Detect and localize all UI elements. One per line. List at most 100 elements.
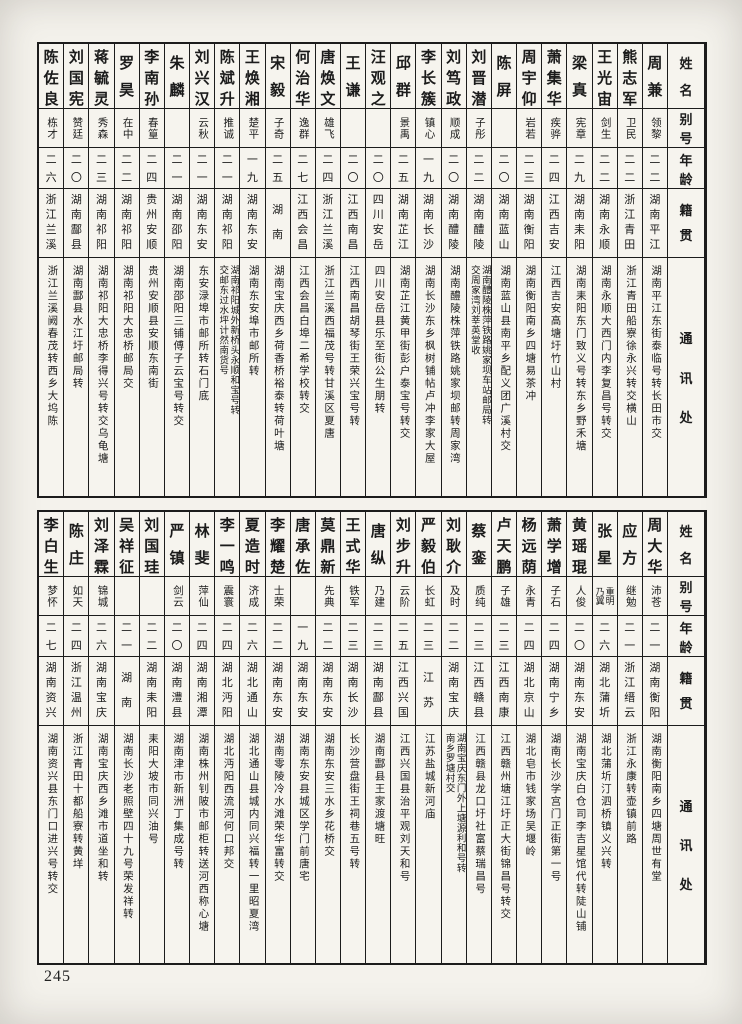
alias-cell: 秀森 bbox=[89, 109, 114, 148]
age-cell: 二一 bbox=[642, 616, 667, 657]
name-cell: 张星 bbox=[592, 512, 617, 577]
native-cell: 湖南醴陵 bbox=[441, 189, 466, 258]
person-column: 唐承佐 一九 湖南东安 湖南东安县城区学门前唐宅 bbox=[290, 512, 316, 963]
name-cell: 朱麟 bbox=[164, 44, 190, 109]
alias-cell bbox=[340, 109, 366, 148]
name-cell: 汪观之 bbox=[366, 44, 391, 109]
header-alias: 别号 bbox=[668, 109, 704, 148]
age-cell: 二七 bbox=[290, 148, 315, 189]
person-column: 应方 继勉 二一 浙江缙云 浙江永康转壶镇前路 bbox=[617, 512, 643, 963]
address-cell: 湖南平江东街泰临号转长田市交 bbox=[650, 265, 662, 440]
alias-cell: 震寰 bbox=[215, 577, 240, 616]
alias-cell: 楚平 bbox=[240, 109, 265, 148]
person-column: 陈斌升 推诚 二一 湖南祁阳 湖南祁阳城外新桥头永顺和宝号转 交邮东过水坪计然南… bbox=[215, 44, 241, 496]
address-cell: 湖北沔阳西流河何口邦交 bbox=[222, 733, 234, 871]
alias-cell: 岩若 bbox=[517, 109, 542, 148]
native-cell: 湖南祁阳 bbox=[114, 189, 139, 258]
name-cell: 黄瑶琨 bbox=[567, 512, 592, 577]
age-cell: 二六 bbox=[592, 616, 617, 657]
name-cell: 李南孙 bbox=[139, 44, 164, 109]
alias-cell: 雄飞 bbox=[315, 109, 340, 148]
address-cell: 湖南祁阳城外新桥头永顺和宝号转 交邮东过水坪计然南货号 bbox=[217, 265, 239, 415]
native-cell: 湖南宁乡 bbox=[542, 657, 567, 726]
alias-cell: 锦城 bbox=[89, 577, 114, 616]
alias-cell: 士荣 bbox=[265, 577, 290, 616]
age-cell: 二〇 bbox=[491, 148, 517, 189]
alias-cell: 永青 bbox=[517, 577, 542, 616]
name-cell: 刘国宪 bbox=[64, 44, 89, 109]
person-column: 刘国珪 二二 湖南耒阳 耒阳大坡市同兴油号 bbox=[139, 512, 165, 963]
alias-cell: 云秋 bbox=[190, 109, 215, 148]
native-cell: 湖南东安 bbox=[265, 657, 290, 726]
person-column: 吴祥征 二一 湖南 湖南长沙老照壁四十九号荣发祥转 bbox=[114, 512, 140, 963]
address-cell: 湖南永顺大西门内李复昌号转交 bbox=[599, 265, 611, 440]
age-cell: 二三 bbox=[340, 616, 366, 657]
alias-cell: 逸群 bbox=[290, 109, 315, 148]
address-cell: 耒阳大坡市同兴油号 bbox=[147, 733, 159, 846]
age-cell: 二二 bbox=[114, 148, 139, 189]
alias-cell: 剑生 bbox=[592, 109, 617, 148]
person-column: 刘步升 云阶 二五 江西兴国 江西兴国县治平观刘天和号 bbox=[391, 512, 417, 963]
address-cell: 长沙营盘街王祠巷五号转 bbox=[348, 733, 360, 871]
person-column: 林斐 萍仙 二四 湖南湘潭 湖南株州钊陂市邮柜转送河西称心塘 bbox=[190, 512, 216, 963]
alias-cell: 沛苍 bbox=[642, 577, 667, 616]
address-cell: 湖南零陵冷水滩荣华富转交 bbox=[272, 733, 284, 883]
person-column: 罗昊 在中 二二 湖南祁阳 湖南祁阳大忠桥邮局交 bbox=[114, 44, 140, 496]
address-cell: 湖南耒阳东门致义号转东乡野禾塘 bbox=[574, 265, 586, 453]
native-cell: 浙江缙云 bbox=[617, 657, 642, 726]
address-cell: 湖南祁阳大忠桥邮局交 bbox=[121, 265, 133, 390]
name-cell: 吴祥征 bbox=[114, 512, 139, 577]
header-name: 姓名 bbox=[668, 44, 704, 109]
address-cell: 湖南邵阳三铺傅子云宝号转交 bbox=[172, 265, 184, 428]
age-cell: 二二 bbox=[265, 616, 290, 657]
native-cell: 湖南耒阳 bbox=[567, 189, 592, 258]
address-cell: 江西赣州塘江圩正大街锦昌号转交 bbox=[499, 733, 511, 921]
person-column: 周宇仰 岩若 二三 湖南衡阳 湖南衡阳南乡四塘易茶冲 bbox=[517, 44, 543, 496]
age-cell: 二〇 bbox=[441, 148, 466, 189]
age-cell: 二五 bbox=[391, 148, 416, 189]
alias-cell: 云阶 bbox=[391, 577, 416, 616]
native-cell: 贵州安顺 bbox=[139, 189, 164, 258]
age-cell: 二四 bbox=[139, 148, 164, 189]
alias-cell: 梦怀 bbox=[39, 577, 64, 616]
name-cell: 刘兴汉 bbox=[190, 44, 215, 109]
name-cell: 蔡銮 bbox=[466, 512, 491, 577]
age-cell: 二一 bbox=[190, 148, 215, 189]
age-cell: 二二 bbox=[617, 148, 642, 189]
alias-cell bbox=[114, 577, 139, 616]
address-cell: 东安渌埠市邮所转石门底 bbox=[197, 265, 209, 403]
address-cell: 湖南东安县城区学门前唐宅 bbox=[297, 733, 309, 883]
age-cell: 二六 bbox=[89, 616, 114, 657]
native-cell: 湖北沔阳 bbox=[215, 657, 240, 726]
native-cell: 江苏 bbox=[416, 657, 441, 726]
address-cell: 湖南长沙老照壁四十九号荣发祥转 bbox=[121, 733, 133, 921]
alias-cell bbox=[491, 109, 517, 148]
name-cell: 梁真 bbox=[567, 44, 592, 109]
address-cell: 湖南宝庆东门外上塘源利和号转 南乡罗塘村交 bbox=[443, 733, 465, 873]
age-cell: 二二 bbox=[592, 148, 617, 189]
age-cell: 二〇 bbox=[567, 616, 592, 657]
native-cell: 四川安岳 bbox=[366, 189, 391, 258]
alias-cell: 乃建 bbox=[366, 577, 391, 616]
person-column: 王谦 二〇 江西南昌 江西南昌胡琴街王荣兴宝号转 bbox=[340, 44, 367, 496]
name-cell: 莫鼎新 bbox=[315, 512, 340, 577]
person-column: 王光宙 剑生 二二 湖南永顺 湖南永顺大西门内李复昌号转交 bbox=[592, 44, 618, 496]
alias-cell: 在中 bbox=[114, 109, 139, 148]
native-cell: 湖北京山 bbox=[517, 657, 542, 726]
native-cell: 江西吉安 bbox=[542, 189, 567, 258]
native-cell: 湖北蒲圻 bbox=[592, 657, 617, 726]
name-cell: 宋毅 bbox=[265, 44, 290, 109]
header-name: 姓名 bbox=[668, 512, 704, 577]
alias-cell bbox=[164, 109, 190, 148]
address-cell: 湖南宝庆西乡荷香桥裕泰转荷叶塘 bbox=[272, 265, 284, 453]
alias-cell: 先典 bbox=[315, 577, 340, 616]
header-address: 通讯处 bbox=[679, 799, 693, 892]
native-cell: 湖南长沙 bbox=[416, 189, 441, 258]
header-native: 籍贯 bbox=[668, 657, 704, 726]
native-cell: 湖南衡阳 bbox=[517, 189, 542, 258]
alias-cell: 质纯 bbox=[466, 577, 491, 616]
native-cell: 湖南资兴 bbox=[39, 657, 64, 726]
page-number: 245 bbox=[44, 968, 71, 985]
address-cell: 江西赣县龙口圩社富蔡瑞昌号 bbox=[474, 733, 486, 896]
